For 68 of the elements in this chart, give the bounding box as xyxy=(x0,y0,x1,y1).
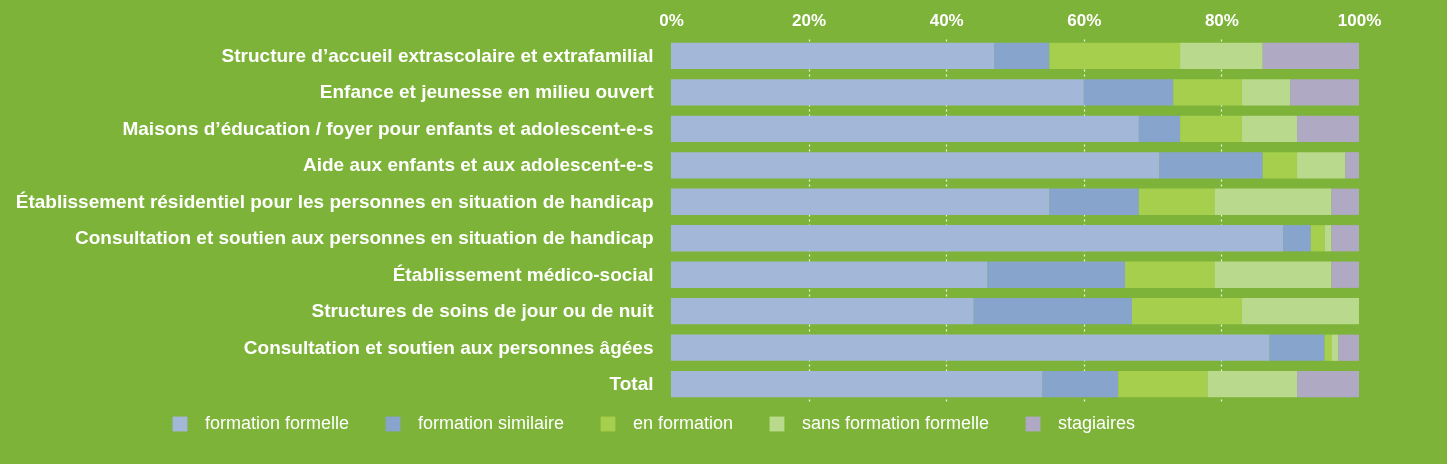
x-tick-label: 60% xyxy=(1067,10,1102,30)
bar xyxy=(1214,261,1332,288)
bar xyxy=(1331,261,1359,288)
bar xyxy=(1262,42,1359,69)
bar xyxy=(1269,334,1325,361)
bar xyxy=(671,334,1270,361)
bar xyxy=(1345,152,1359,179)
x-tick-label: 0% xyxy=(659,10,684,30)
bar xyxy=(1283,225,1311,252)
legend-label: sans formation formelle xyxy=(802,413,990,433)
bar xyxy=(1331,225,1359,252)
bar xyxy=(1242,115,1298,142)
bar xyxy=(1207,371,1298,398)
legend-label: stagiaires xyxy=(1058,413,1136,433)
bar xyxy=(671,188,1050,215)
x-tick-label: 100% xyxy=(1337,10,1382,30)
x-tick-label: 20% xyxy=(792,10,827,30)
y-tick-label: Structure d’accueil extrascolaire et extrafamilial xyxy=(221,44,654,66)
y-tick-label: Établissement résidentiel pour les personnes en situation de handicap xyxy=(15,190,654,212)
bar xyxy=(671,42,995,69)
y-tick-label: Aide aux enfants et aux adolescent-e-s xyxy=(302,154,654,176)
bar xyxy=(1180,115,1243,142)
bar xyxy=(1242,298,1359,325)
bar xyxy=(1042,371,1119,398)
bar xyxy=(1331,334,1339,361)
y-tick-label: Total xyxy=(609,373,654,395)
bar xyxy=(1049,42,1181,69)
bar xyxy=(1083,79,1174,106)
bar xyxy=(973,298,1132,325)
bar xyxy=(1138,115,1181,142)
legend-label: formation similaire xyxy=(418,413,565,433)
bar xyxy=(1242,79,1291,106)
y-tick-label: Maisons d’éducation / foyer pour enfants et adolescent-e-s xyxy=(122,117,654,139)
bar xyxy=(671,261,988,288)
y-tick-label: Structures de soins de jour ou de nuit xyxy=(311,300,655,322)
bar xyxy=(671,115,1139,142)
bar xyxy=(671,298,974,325)
y-tick-label: Consultation et soutien aux personnes en situation de handicap xyxy=(74,227,654,249)
bar xyxy=(1297,115,1359,142)
y-tick-label: Enfance et jeunesse en milieu ouvert xyxy=(319,81,655,103)
bar xyxy=(1049,188,1139,215)
legend-label: en formation xyxy=(633,413,734,433)
bar xyxy=(1173,79,1243,106)
bar xyxy=(1338,334,1359,361)
bar xyxy=(1310,225,1325,252)
bar xyxy=(1125,261,1215,288)
legend-label: formation formelle xyxy=(205,413,350,433)
bar xyxy=(1138,188,1215,215)
bar xyxy=(1331,188,1359,215)
bar xyxy=(1297,371,1359,398)
bar xyxy=(1159,152,1263,179)
x-tick-label: 40% xyxy=(929,10,964,30)
y-tick-label: Établissement médico-social xyxy=(392,263,654,285)
bar xyxy=(1262,152,1298,179)
bar xyxy=(1131,298,1243,325)
bar xyxy=(1290,79,1359,106)
bar xyxy=(1180,42,1263,69)
bar xyxy=(994,42,1050,69)
bar xyxy=(671,225,1284,252)
y-tick-label: Consultation et soutien aux personnes âgées xyxy=(243,336,654,358)
bar xyxy=(1297,152,1346,179)
bar xyxy=(671,152,1160,179)
bar xyxy=(1214,188,1332,215)
bar xyxy=(671,79,1084,106)
x-tick-label: 80% xyxy=(1204,10,1239,30)
bar xyxy=(987,261,1126,288)
bar xyxy=(1118,371,1208,398)
bar xyxy=(671,371,1043,398)
